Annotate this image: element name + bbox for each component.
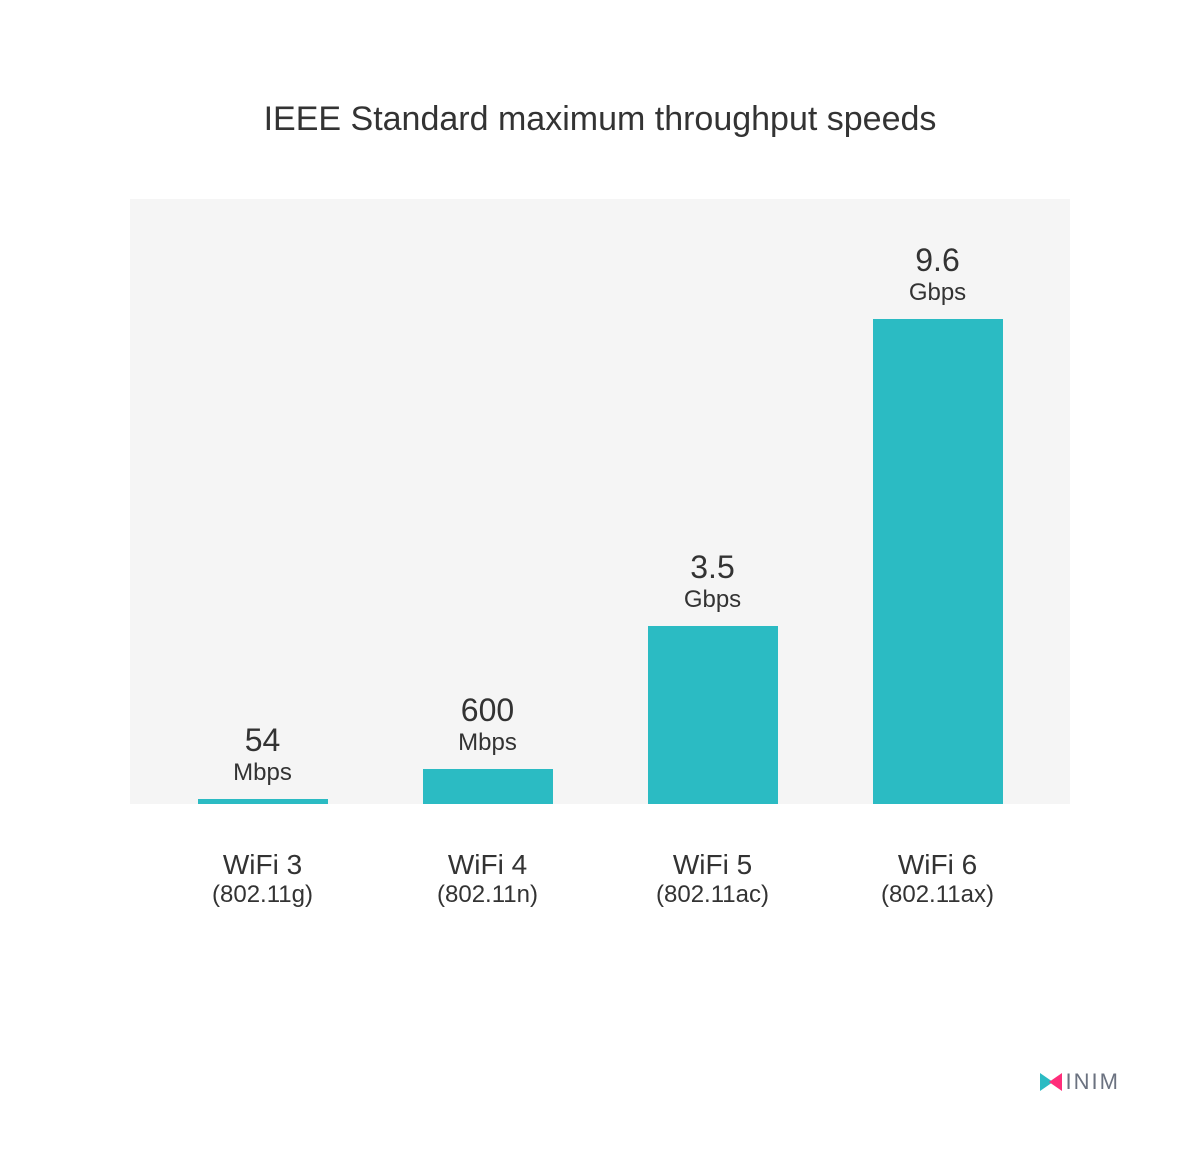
bar-unit: Mbps [233, 759, 292, 787]
bar-value: 9.6 [909, 242, 966, 279]
bar-value: 600 [458, 692, 517, 729]
bar-value-label: 9.6 Gbps [909, 242, 966, 307]
bar-value: 3.5 [684, 549, 741, 586]
x-label-sub: (802.11ac) [600, 881, 825, 909]
bar [198, 799, 328, 804]
x-axis-labels: WiFi 3 (802.11g) WiFi 4 (802.11n) WiFi 5… [130, 849, 1070, 909]
bar [648, 626, 778, 804]
bar-unit: Gbps [684, 586, 741, 614]
logo-text: INIM [1066, 1069, 1120, 1095]
x-label-sub: (802.11ax) [825, 881, 1050, 909]
bar-unit: Mbps [458, 729, 517, 757]
chart-title: IEEE Standard maximum throughput speeds [100, 100, 1100, 139]
x-label: WiFi 5 (802.11ac) [600, 849, 825, 909]
bar-unit: Gbps [909, 279, 966, 307]
x-label-sub: (802.11g) [150, 881, 375, 909]
bar-group: 54 Mbps [150, 199, 375, 804]
bar-value-label: 54 Mbps [233, 722, 292, 787]
x-label: WiFi 6 (802.11ax) [825, 849, 1050, 909]
bar-value-label: 3.5 Gbps [684, 549, 741, 614]
x-label-name: WiFi 3 [150, 849, 375, 881]
bar-group: 600 Mbps [375, 199, 600, 804]
x-label: WiFi 4 (802.11n) [375, 849, 600, 909]
bar [423, 769, 553, 804]
x-label: WiFi 3 (802.11g) [150, 849, 375, 909]
bar [873, 319, 1003, 804]
brand-logo: INIM [1038, 1069, 1120, 1095]
x-label-name: WiFi 5 [600, 849, 825, 881]
bar-value-label: 600 Mbps [458, 692, 517, 757]
x-label-name: WiFi 6 [825, 849, 1050, 881]
x-label-sub: (802.11n) [375, 881, 600, 909]
bar-value: 54 [233, 722, 292, 759]
x-label-name: WiFi 4 [375, 849, 600, 881]
bar-group: 3.5 Gbps [600, 199, 825, 804]
chart-container: IEEE Standard maximum throughput speeds … [0, 0, 1200, 909]
chart-area: 54 Mbps 600 Mbps 3.5 Gbps [130, 199, 1070, 909]
plot-background: 54 Mbps 600 Mbps 3.5 Gbps [130, 199, 1070, 804]
logo-icon [1038, 1069, 1064, 1095]
bar-group: 9.6 Gbps [825, 199, 1050, 804]
